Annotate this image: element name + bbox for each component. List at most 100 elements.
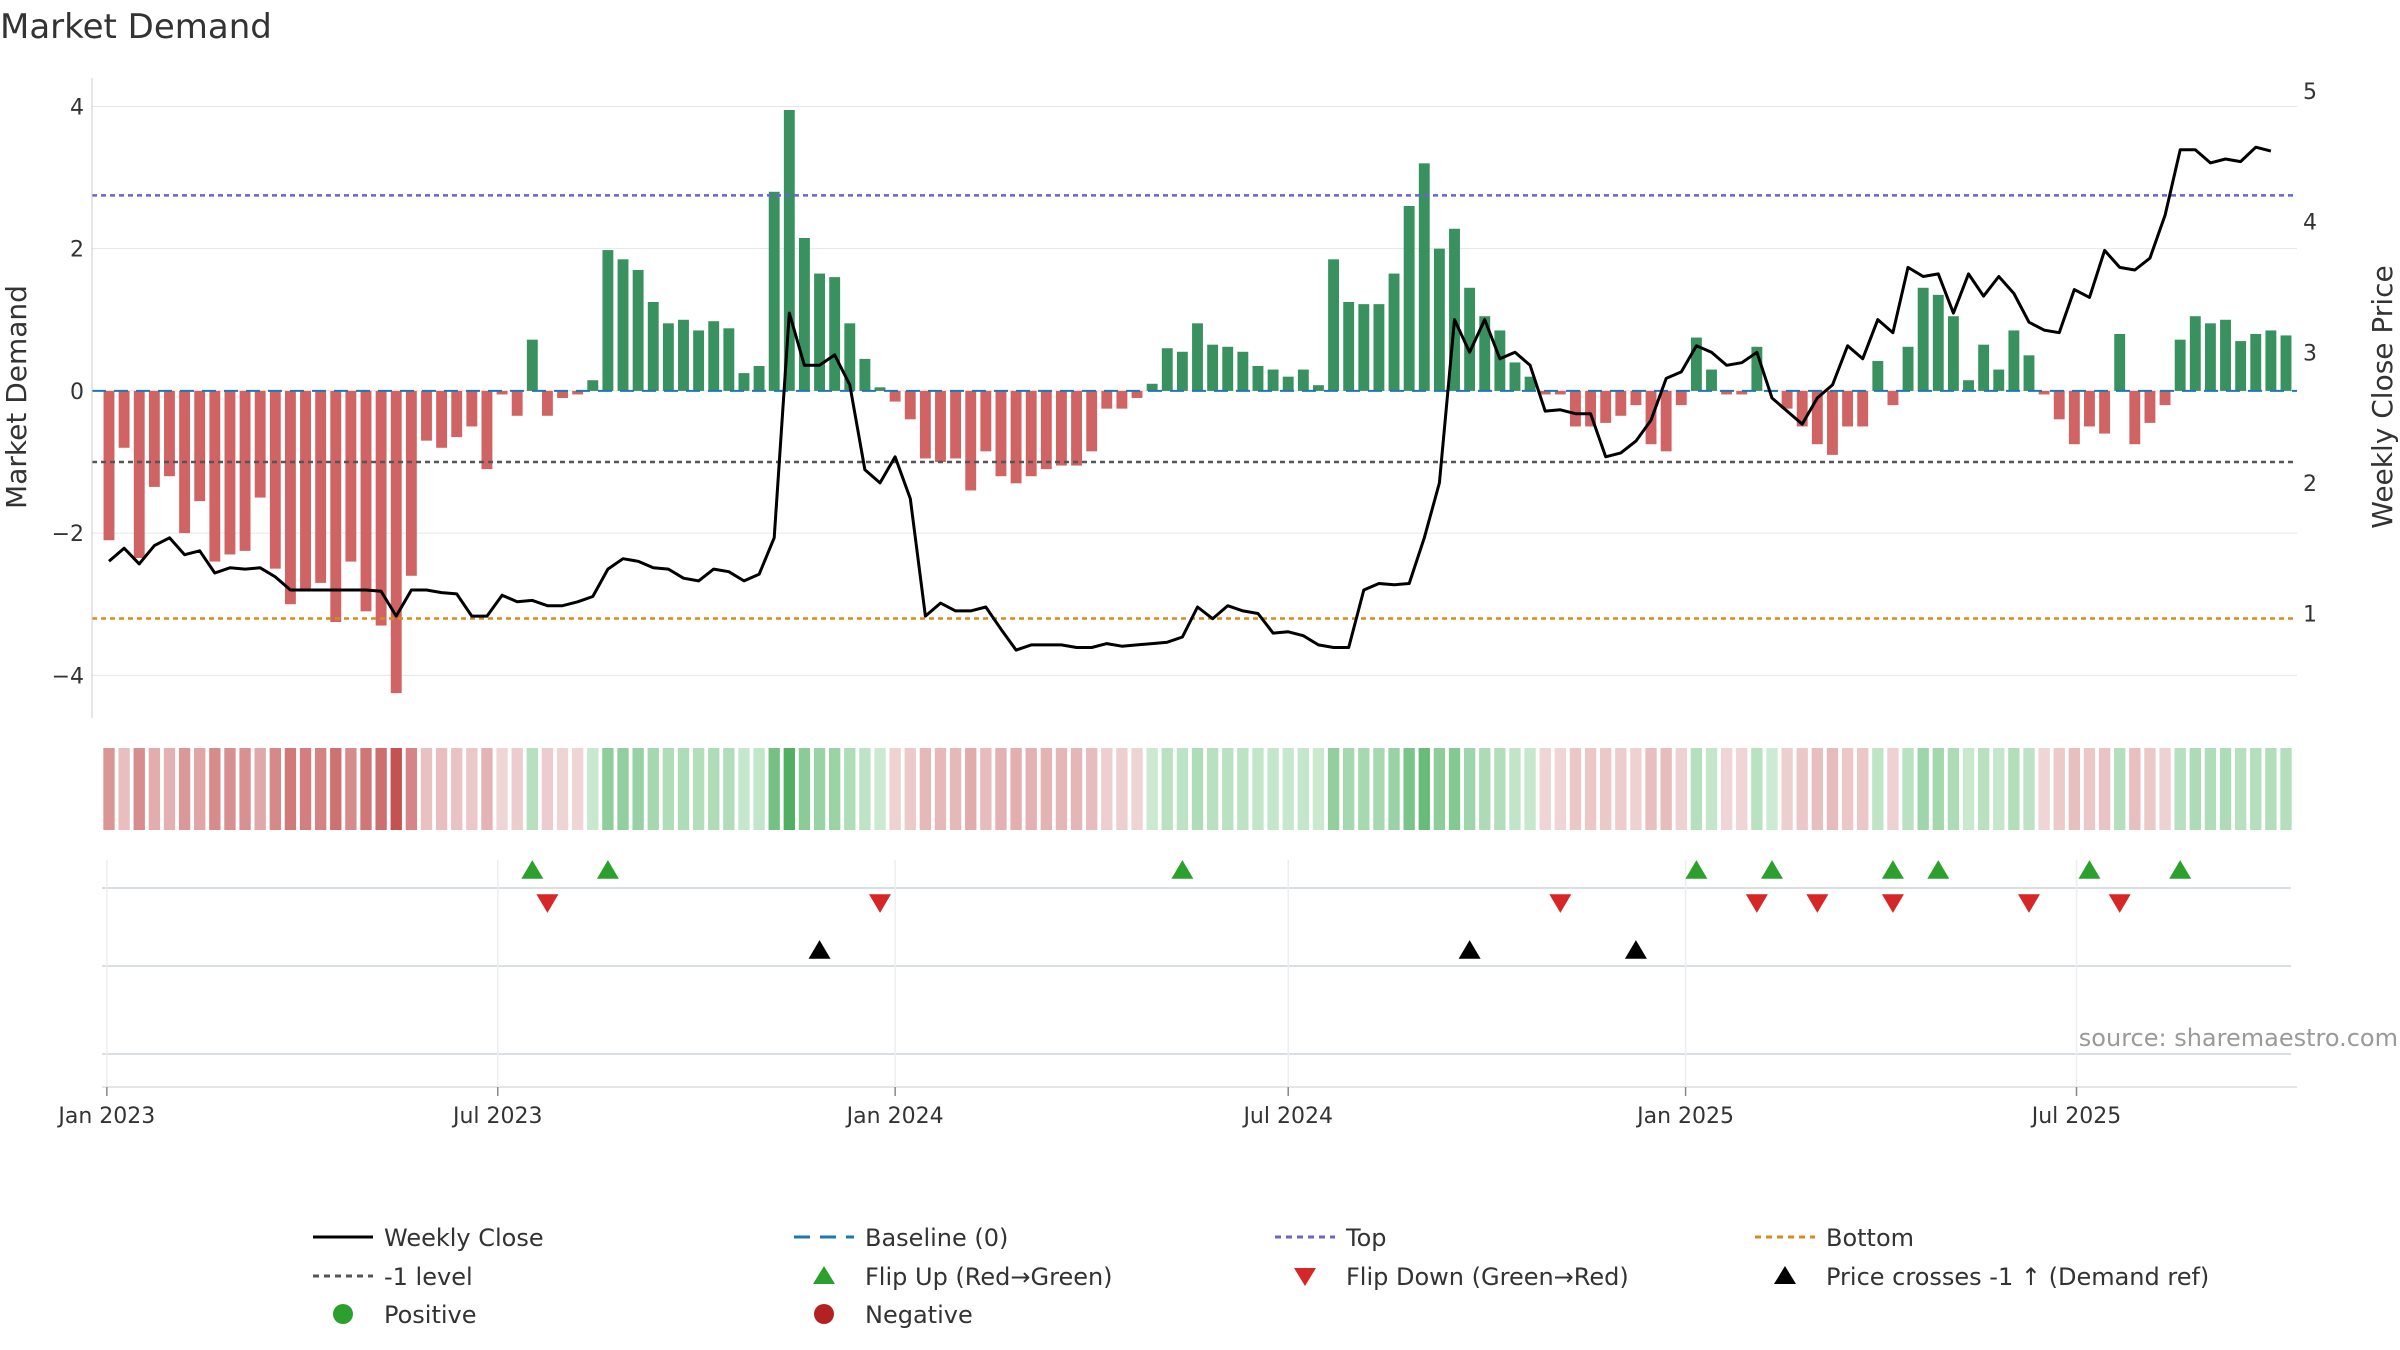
flip-up-marker xyxy=(2078,860,2101,879)
demand-bar xyxy=(1418,163,1430,391)
demand-bar xyxy=(194,390,206,502)
legend-item-weekly-close: Weekly Close xyxy=(313,1224,544,1252)
heat-cell xyxy=(2144,748,2156,830)
legend-symbol xyxy=(814,1304,834,1324)
demand-bars xyxy=(103,110,2292,694)
heat-cell xyxy=(1086,748,1098,830)
demand-bar xyxy=(2220,319,2231,391)
demand-bar xyxy=(526,339,538,391)
demand-bar xyxy=(753,366,765,391)
price-cross-marker xyxy=(808,940,831,959)
demand-bar xyxy=(1811,390,1823,445)
heat-cell xyxy=(602,748,614,830)
legend-label: Weekly Close xyxy=(384,1224,544,1252)
heat-cell xyxy=(1887,748,1899,830)
heat-cell xyxy=(390,748,402,830)
demand-bar xyxy=(1902,346,1914,391)
heat-cell xyxy=(1343,748,1355,830)
demand-bar xyxy=(2189,316,2201,391)
heat-cell xyxy=(526,748,538,830)
demand-bar xyxy=(2250,334,2262,391)
reference-lines xyxy=(92,194,2297,620)
demand-bar xyxy=(1675,390,1687,406)
demand-heat-strip xyxy=(103,748,2292,830)
legend-label: Positive xyxy=(384,1301,477,1329)
price-cross-marker xyxy=(1624,940,1647,959)
demand-bar xyxy=(2084,390,2095,427)
heat-cell xyxy=(1237,748,1249,830)
heat-cell xyxy=(2114,748,2126,830)
heat-cell xyxy=(2250,748,2262,830)
heat-cell xyxy=(2189,748,2201,830)
demand-bar xyxy=(1358,304,1370,391)
heat-cell xyxy=(2219,748,2232,830)
demand-bar xyxy=(829,277,841,391)
axis-layer: −4 −2 0 2 4 1 2 3 4 5 xyxy=(52,78,2317,718)
legend-label: Top xyxy=(1345,1224,1387,1252)
demand-bar xyxy=(375,390,387,626)
legend-item-baseline: Baseline (0) xyxy=(794,1224,1008,1252)
heat-cell xyxy=(1736,748,1748,830)
legend-item-minus-one-level: -1 level xyxy=(313,1263,473,1291)
demand-bar xyxy=(1660,390,1672,452)
demand-bar xyxy=(451,390,463,438)
flip-down-marker xyxy=(536,894,559,913)
heat-cell xyxy=(1206,748,1219,830)
demand-bar xyxy=(965,390,977,491)
demand-bar xyxy=(1343,302,1355,391)
heat-cell xyxy=(1630,748,1642,830)
demand-bar xyxy=(466,390,478,427)
demand-bar xyxy=(360,390,372,612)
demand-bar xyxy=(1479,316,1491,391)
heat-cell xyxy=(874,748,886,830)
heat-cell xyxy=(859,748,871,830)
demand-bar xyxy=(1388,273,1400,391)
heat-cell xyxy=(1781,748,1793,830)
demand-bar xyxy=(693,330,705,391)
heat-cell xyxy=(1222,748,1234,830)
heat-cell xyxy=(1297,748,1309,830)
heat-cell xyxy=(511,748,523,830)
heat-cell xyxy=(949,748,962,830)
heat-cell xyxy=(1116,748,1128,830)
heat-cell xyxy=(1826,748,1839,830)
flip-down-marker xyxy=(1881,894,1904,913)
demand-bar xyxy=(708,321,720,391)
demand-bar xyxy=(662,323,674,391)
demand-bar xyxy=(2265,330,2277,391)
flip-down-marker xyxy=(1549,894,1572,913)
price-line-layer xyxy=(108,145,2272,652)
demand-bar xyxy=(1131,390,1143,398)
y2-tick-label: 2 xyxy=(2303,472,2317,497)
flip-up-marker xyxy=(1881,860,1904,879)
heat-cell xyxy=(1705,748,1718,830)
demand-bar xyxy=(1494,330,1506,391)
heat-cell xyxy=(1267,748,1279,830)
y2-tick-label: 3 xyxy=(2303,341,2317,366)
heat-cell xyxy=(1448,748,1461,830)
heat-cell xyxy=(813,748,826,830)
heat-cell xyxy=(889,748,901,830)
heat-cell xyxy=(1569,748,1582,830)
x-tick-label: Jan 2025 xyxy=(1635,1104,1734,1129)
heat-cell xyxy=(133,748,145,830)
heat-cell xyxy=(314,748,327,830)
demand-bar xyxy=(1297,369,1309,391)
demand-bar xyxy=(2159,390,2171,406)
heat-cell xyxy=(1403,748,1415,830)
demand-bar xyxy=(1252,366,1264,391)
heat-cell xyxy=(1479,748,1491,830)
legend-symbol xyxy=(1774,1266,1796,1284)
heat-cell xyxy=(647,748,659,830)
demand-bar xyxy=(1887,390,1899,406)
x-tick-label: Jan 2024 xyxy=(845,1104,944,1129)
demand-bar xyxy=(1736,390,1748,395)
heat-cell xyxy=(496,748,508,830)
heat-cell xyxy=(194,748,206,830)
demand-bar xyxy=(2114,334,2126,391)
flip-up-marker xyxy=(1760,860,1783,879)
demand-bar xyxy=(995,390,1007,477)
legend-item-flip-down: Flip Down (Green→Red) xyxy=(1294,1263,1629,1291)
x-tick-label: Jul 2024 xyxy=(1241,1104,1333,1129)
heat-cell xyxy=(1373,748,1385,830)
